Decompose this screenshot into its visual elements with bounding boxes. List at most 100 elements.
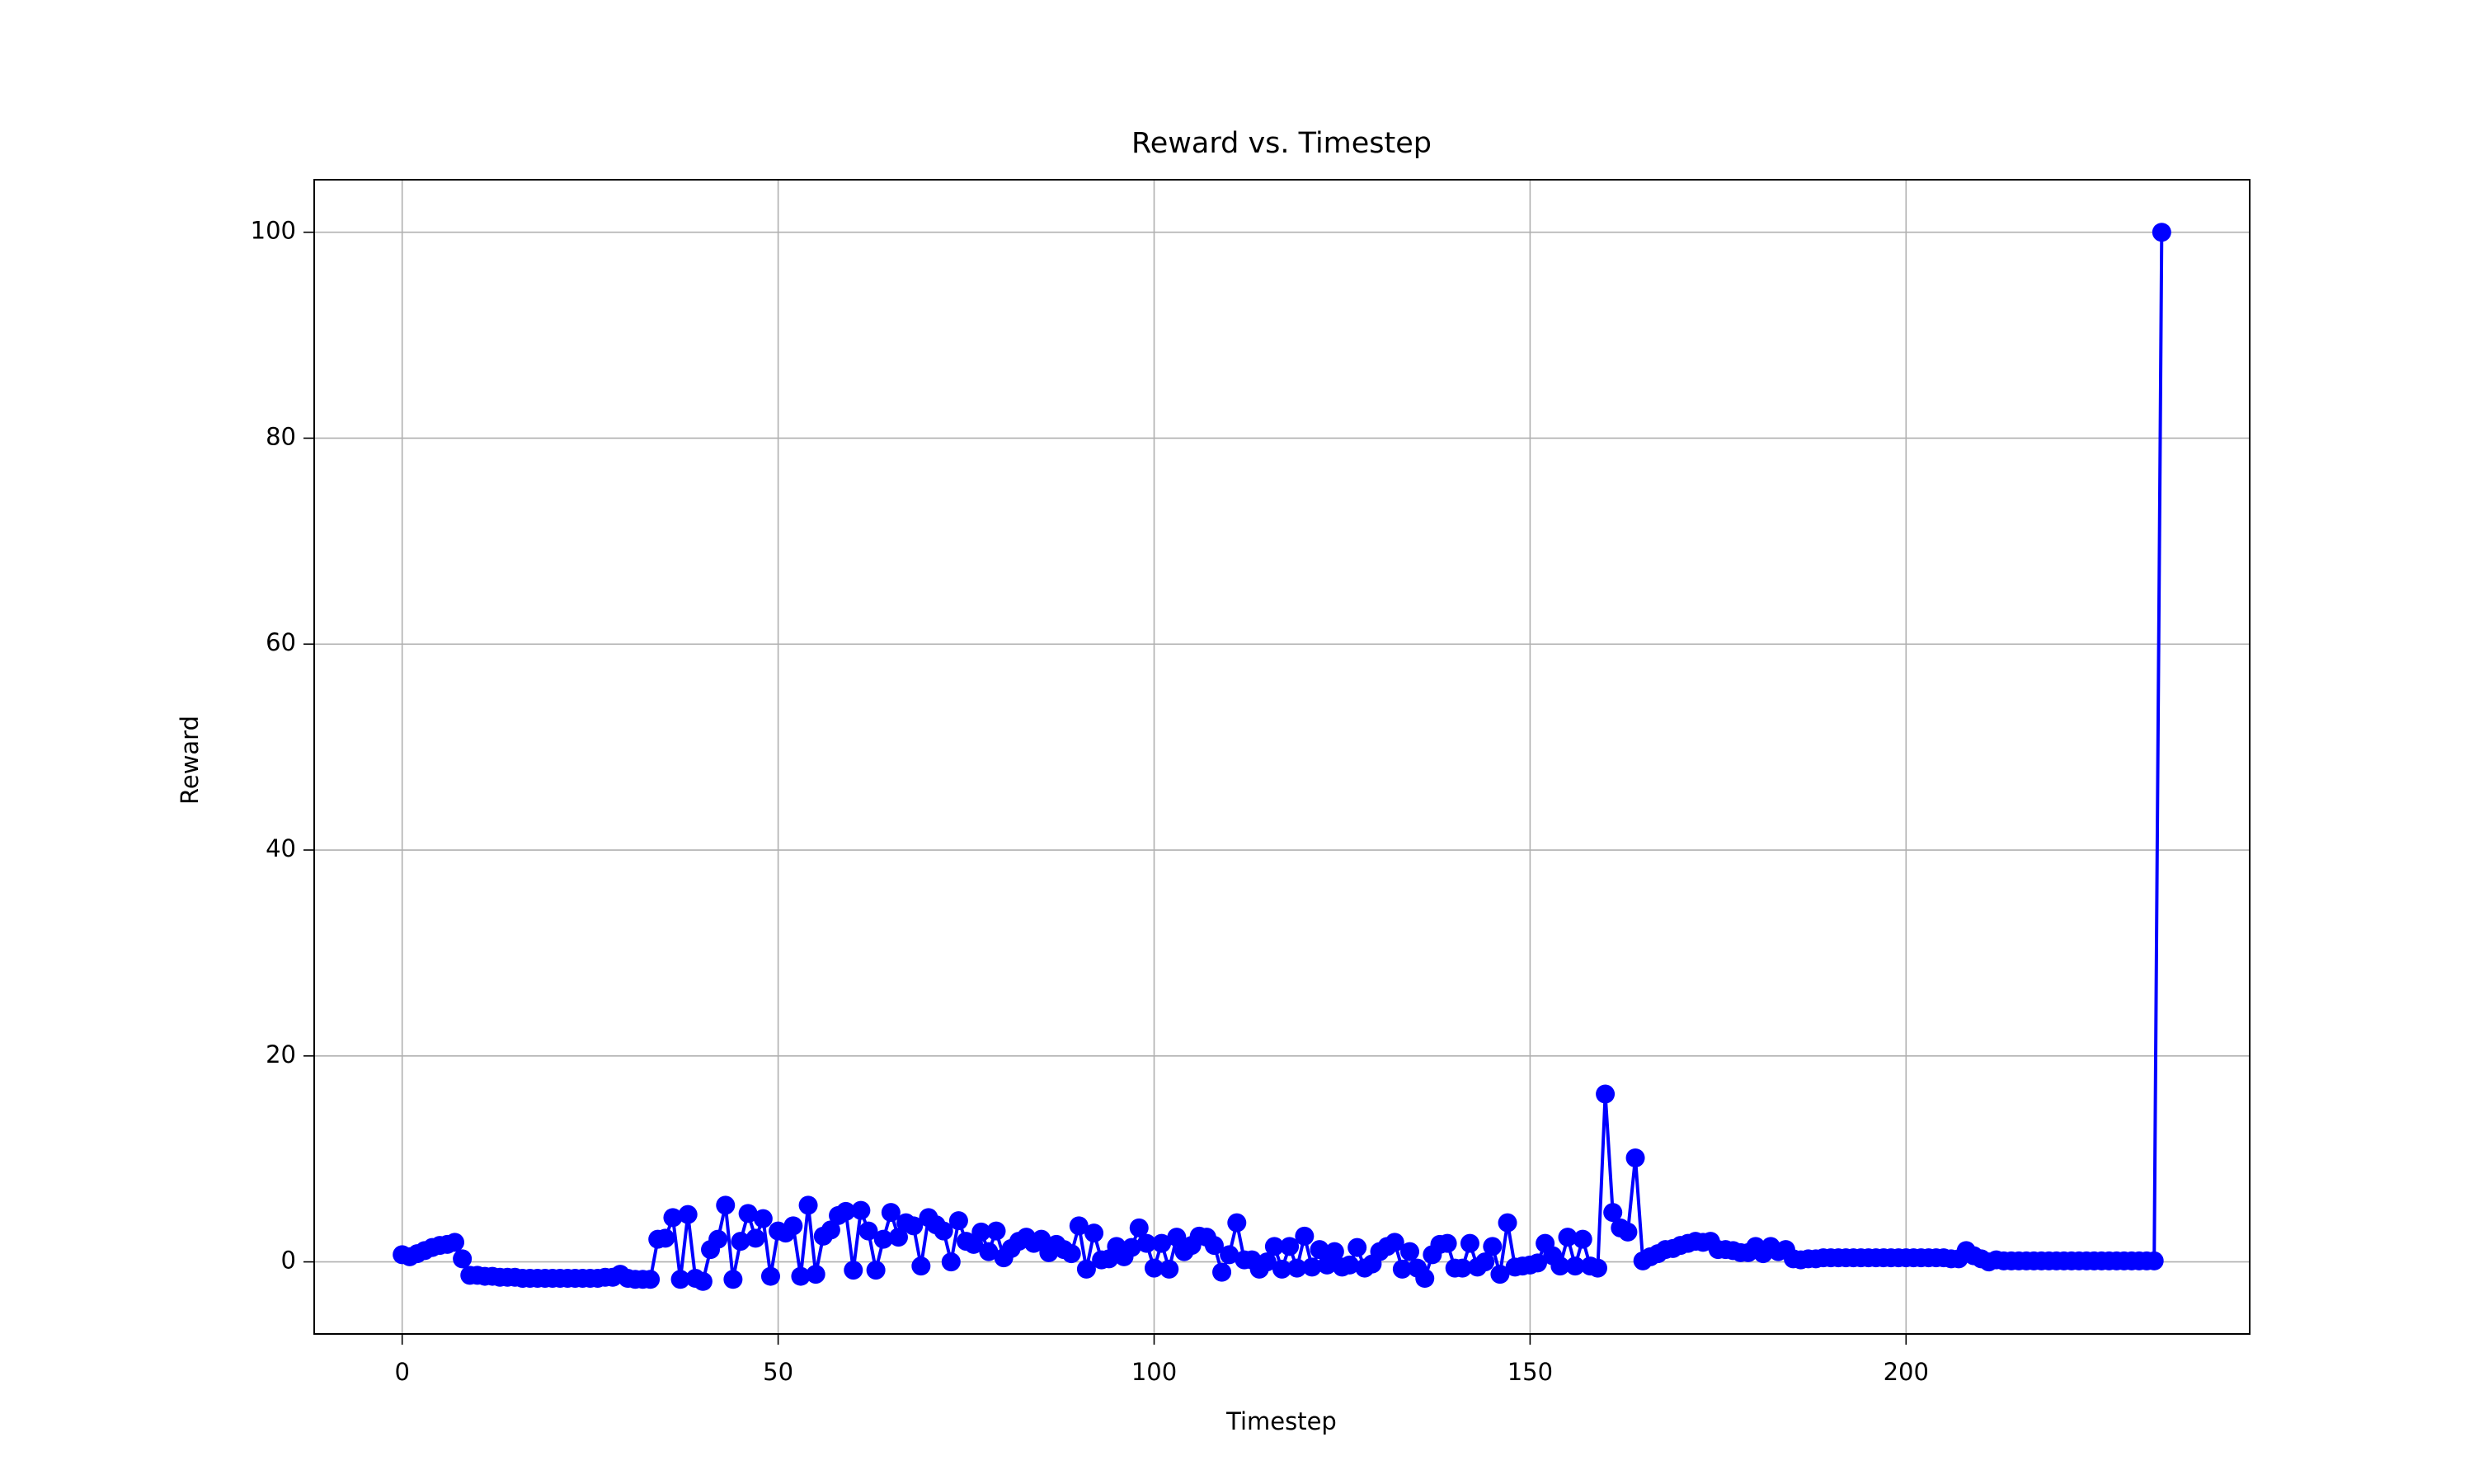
data-point [971,1222,991,1242]
data-point [941,1252,961,1272]
y-tick-label: 20 [266,1040,296,1068]
x-tick-label: 100 [1131,1358,1177,1386]
data-point [1167,1228,1187,1247]
data-point [663,1208,683,1228]
data-point [745,1228,765,1248]
data-point [1144,1258,1164,1278]
data-point [888,1228,908,1247]
y-tick-label: 0 [281,1247,296,1275]
data-point [1136,1233,1156,1253]
data-point [979,1242,999,1261]
data-point [1550,1256,1570,1276]
data-point [1475,1252,1495,1272]
data-point [453,1249,473,1269]
y-axis-label: Reward [176,716,204,805]
data-point [1295,1226,1315,1246]
data-point [948,1211,968,1231]
data-point [1257,1252,1277,1272]
data-point [1084,1223,1104,1243]
data-point [1061,1244,1081,1264]
y-tick-label: 60 [266,628,296,656]
data-point [2144,1251,2164,1270]
data-point [1460,1233,1479,1253]
chart-title: Reward vs. Timestep [1131,127,1432,160]
data-point [873,1229,893,1249]
data-point [1573,1229,1592,1249]
data-point [1587,1258,1607,1278]
data-point [1302,1257,1322,1277]
data-point [1400,1242,1420,1261]
data-point [1340,1255,1360,1275]
data-point [866,1261,886,1280]
y-tick-label: 100 [251,217,296,245]
data-point [1490,1265,1510,1284]
data-point [1348,1237,1367,1257]
data-point [806,1265,825,1284]
data-point [1415,1269,1435,1289]
data-point [851,1200,871,1220]
data-point [1220,1245,1239,1265]
data-point [1310,1240,1329,1260]
data-point [1324,1242,1344,1261]
data-point [445,1233,465,1252]
data-point [731,1232,750,1252]
data-point [1385,1233,1404,1252]
data-point [1565,1256,1585,1276]
data-point [753,1209,773,1228]
data-point [1596,1084,1616,1104]
data-point [693,1271,713,1291]
data-point [1272,1259,1291,1279]
data-point [1287,1258,1307,1278]
data-point [934,1221,953,1241]
data-point [1498,1213,1517,1233]
data-point [1212,1262,1232,1282]
x-axis-label: Timestep [1225,1407,1337,1435]
data-point [904,1216,924,1236]
data-point [760,1266,780,1286]
data-point [670,1270,690,1289]
data-point [1280,1237,1300,1256]
data-point [844,1261,863,1280]
data-point [911,1256,931,1276]
data-point [1528,1253,1548,1273]
data-point [1625,1148,1645,1167]
data-point [2152,223,2171,242]
data-point [858,1221,878,1241]
data-point [1264,1237,1284,1256]
data-point [791,1266,811,1286]
data-point [986,1221,1006,1241]
data-point [716,1195,736,1215]
data-point [1204,1236,1224,1256]
data-point [723,1270,743,1289]
data-point [1069,1216,1089,1236]
x-tick-label: 50 [763,1358,793,1386]
data-point [1618,1222,1638,1242]
x-tick-label: 150 [1507,1358,1553,1386]
data-point [641,1270,661,1289]
x-tick-label: 0 [394,1358,409,1386]
data-point [708,1229,728,1249]
data-point [1437,1233,1457,1253]
data-point [821,1220,840,1240]
data-point [656,1228,675,1248]
data-point [678,1205,698,1224]
data-point [836,1201,856,1221]
data-point [1152,1233,1172,1253]
data-point [1603,1203,1623,1223]
data-point [1122,1237,1141,1257]
data-point [1483,1237,1503,1256]
x-tick-label: 200 [1884,1358,1929,1386]
data-point [798,1195,818,1215]
plot-frame [313,179,2251,1335]
data-point [1129,1218,1149,1237]
data-point [1452,1258,1472,1278]
data-point [881,1203,901,1223]
data-point [1558,1228,1578,1247]
y-tick-label: 40 [266,834,296,862]
y-tick-label: 80 [266,422,296,450]
data-point [738,1204,758,1223]
data-point [783,1216,803,1236]
